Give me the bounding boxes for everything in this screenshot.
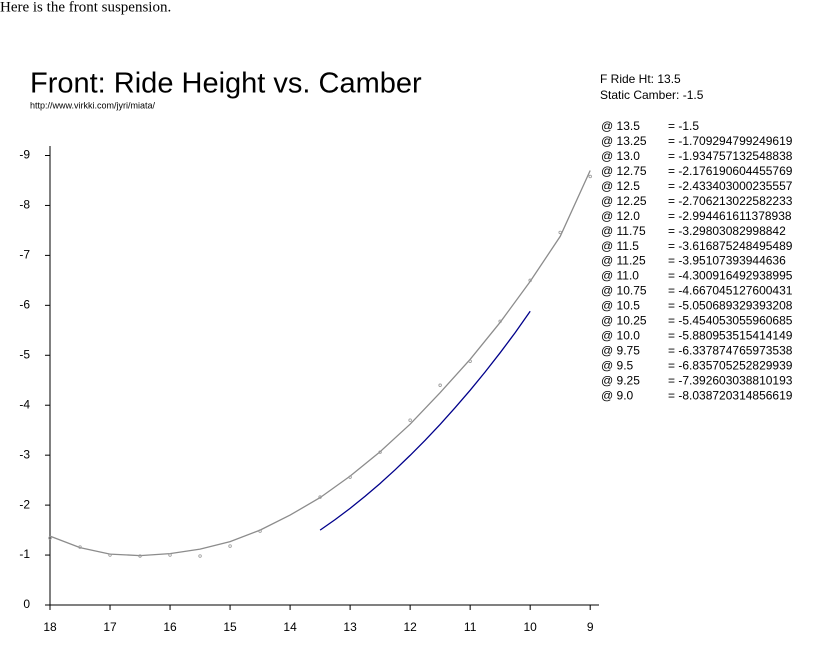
y-tick-label: -5	[19, 347, 30, 361]
table-key: @ 12.0	[601, 209, 640, 223]
y-tick-label: -8	[19, 198, 30, 212]
table-value: = -6.337874765973538	[668, 343, 793, 357]
data-point	[228, 544, 232, 548]
table-value: = -1.5	[668, 119, 699, 133]
table-key: @ 9.25	[601, 373, 640, 387]
data-point	[378, 450, 382, 454]
table-key: @ 11.25	[601, 254, 646, 268]
chart-title: Front: Ride Height vs. Camber	[30, 68, 422, 100]
y-tick-label: -4	[19, 397, 30, 411]
table-value: = -5.050689329393208	[668, 299, 793, 313]
x-tick-label: 11	[464, 620, 477, 634]
table-value: = -4.667045127600431	[668, 284, 793, 298]
table-value: = -3.95107393944636	[668, 254, 786, 268]
table-key: @ 12.25	[601, 194, 647, 208]
intro-text: Here is the front suspension.	[0, 0, 171, 15]
table-value: = -5.880953515414149	[668, 328, 793, 342]
table-key: @ 9.0	[601, 388, 634, 402]
data-point	[258, 529, 262, 533]
y-tick-label: 0	[23, 597, 30, 611]
table-key: @ 9.5	[601, 358, 634, 372]
data-point	[108, 553, 112, 557]
table-key: @ 12.75	[601, 164, 647, 178]
table-key: @ 9.75	[601, 343, 640, 357]
x-tick-label: 14	[283, 620, 297, 634]
table-key: @ 10.0	[601, 328, 640, 342]
table-key: @ 11.0	[601, 269, 639, 283]
data-point	[348, 475, 352, 479]
table-value: = -4.300916492938995	[668, 269, 793, 283]
y-tick-label: -9	[19, 148, 30, 162]
annotation: Static Camber: -1.5	[600, 88, 704, 102]
data-point	[138, 554, 142, 558]
data-line	[319, 310, 531, 531]
x-tick-label: 16	[163, 620, 177, 634]
table-key: @ 12.5	[601, 179, 640, 193]
table-value: = -2.433403000235557	[668, 179, 793, 193]
y-tick-label: -7	[19, 248, 30, 262]
data-point	[468, 359, 472, 363]
table-key: @ 11.5	[601, 239, 639, 253]
annotation: F Ride Ht: 13.5	[600, 72, 681, 86]
table-value: = -2.994461611378938	[668, 209, 792, 223]
data-line	[49, 170, 591, 557]
data-point	[588, 174, 592, 179]
table-key: @ 11.75	[601, 224, 646, 238]
data-point	[168, 553, 172, 557]
table-value: = -3.29803082998842	[668, 224, 786, 238]
table-value: = -2.176190604455769	[668, 164, 793, 178]
y-tick-label: -3	[19, 447, 30, 461]
table-key: @ 13.5	[601, 119, 640, 133]
y-tick-label: -1	[19, 547, 30, 561]
chart-subtitle: http://www.virkki.com/jyri/miata/	[30, 100, 156, 110]
x-tick-label: 10	[523, 620, 537, 634]
table-value: = -5.454053055960685	[668, 314, 793, 328]
table-key: @ 10.5	[601, 299, 640, 313]
data-point	[198, 554, 202, 558]
x-tick-label: 15	[223, 620, 237, 634]
table-value: = -7.392603038810193	[668, 373, 793, 387]
data-point	[528, 278, 532, 283]
y-tick-label: -6	[19, 297, 30, 311]
table-value: = -8.038720314856619	[668, 388, 793, 402]
data-point	[558, 230, 562, 235]
table-key: @ 13.25	[601, 134, 647, 148]
table-value: = -2.706213022582233	[668, 194, 793, 208]
x-tick-label: 18	[43, 620, 57, 634]
table-key: @ 10.75	[601, 284, 647, 298]
table-value: = -1.934757132548838	[668, 149, 793, 163]
table-key: @ 10.25	[601, 314, 647, 328]
data-point	[78, 545, 82, 549]
table-value: = -1.709294799249619	[668, 134, 793, 148]
table-value: = -6.835705252829939	[668, 358, 793, 372]
data-point	[48, 536, 52, 540]
data-point	[318, 495, 322, 499]
data-point	[498, 319, 502, 324]
x-tick-label: 13	[343, 620, 357, 634]
x-tick-label: 12	[403, 620, 417, 634]
x-tick-label: 17	[103, 620, 117, 634]
data-point	[438, 383, 442, 387]
y-tick-label: -2	[19, 497, 30, 511]
x-tick-label: 9	[587, 620, 594, 634]
table-value: = -3.616875248495489	[668, 239, 793, 253]
data-point	[408, 418, 412, 422]
table-key: @ 13.0	[601, 149, 640, 163]
